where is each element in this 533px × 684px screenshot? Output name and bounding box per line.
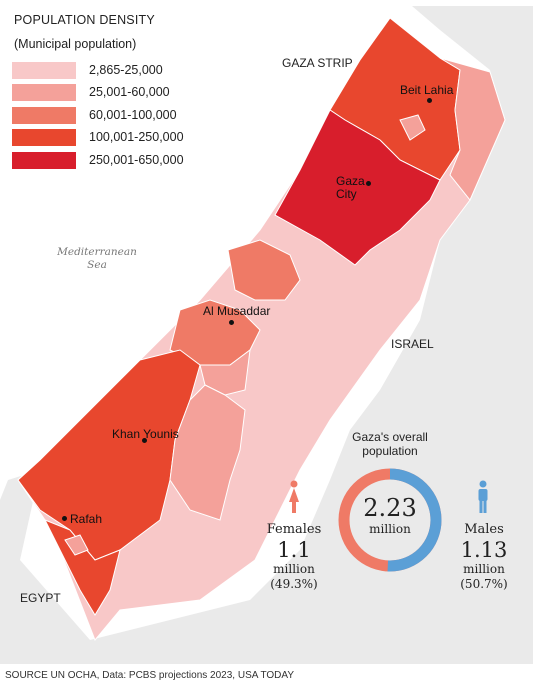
females-stat: Females 1.1 million (49.3%) bbox=[258, 522, 330, 592]
city-marker bbox=[62, 516, 67, 521]
city-marker bbox=[142, 438, 147, 443]
legend-swatch bbox=[12, 151, 76, 169]
land-area bbox=[0, 6, 533, 664]
city-marker bbox=[427, 98, 432, 103]
region-rafah-patch bbox=[64, 534, 89, 556]
donut-total: 2.23 million bbox=[345, 494, 435, 536]
city-label-rafah: Rafah bbox=[70, 512, 103, 526]
region-northeast bbox=[439, 57, 506, 201]
females-value: 1.1 bbox=[277, 538, 311, 562]
legend-subtitle: (Municipal population) bbox=[14, 37, 137, 51]
sea-label-line: Mediterranean bbox=[57, 246, 137, 258]
donut-male-segment bbox=[338, 468, 442, 572]
legend-swatch bbox=[12, 128, 76, 146]
population-title-line: population bbox=[362, 444, 418, 458]
legend-title: POPULATION DENSITY bbox=[14, 13, 155, 27]
legend-label: 2,865-25,000 bbox=[89, 63, 163, 77]
region-khan-younis-east bbox=[169, 384, 246, 521]
legend-swatch bbox=[12, 106, 76, 124]
population-title-line: Gaza's overall bbox=[352, 430, 428, 444]
legend-label: 250,001-650,000 bbox=[89, 153, 184, 167]
legend-swatch bbox=[12, 83, 76, 101]
females-unit: million bbox=[273, 562, 315, 576]
female-person-icon bbox=[289, 480, 299, 513]
sea-label: Mediterranean Sea bbox=[52, 246, 142, 272]
city-label-beit-lahia: Beit Lahia bbox=[400, 83, 454, 97]
city-label-line: Gaza bbox=[336, 174, 365, 188]
population-title: Gaza's overall population bbox=[330, 430, 450, 458]
city-label-line: City bbox=[336, 187, 357, 201]
legend-item: 25,001-60,000 bbox=[12, 83, 170, 101]
males-percent: (50.7%) bbox=[460, 577, 508, 591]
region-gaza-city bbox=[274, 109, 441, 266]
legend-label: 25,001-60,000 bbox=[89, 85, 170, 99]
males-unit: million bbox=[463, 562, 505, 576]
legend-item: 60,001-100,000 bbox=[12, 106, 177, 124]
region-middle-north bbox=[227, 239, 301, 301]
male-person-icon bbox=[478, 480, 488, 513]
city-marker bbox=[366, 181, 371, 186]
females-label: Females bbox=[266, 522, 322, 537]
males-label: Males bbox=[464, 522, 504, 537]
legend-item: 2,865-25,000 bbox=[12, 61, 163, 79]
israel-label: ISRAEL bbox=[391, 337, 434, 351]
region-khan-younis bbox=[17, 349, 201, 561]
city-label-khan-younis: Khan Younis bbox=[112, 427, 179, 441]
females-percent: (49.3%) bbox=[270, 577, 318, 591]
city-label-al-musaddar: Al Musaddar bbox=[203, 304, 271, 318]
males-stat: Males 1.13 million (50.7%) bbox=[448, 522, 520, 592]
population-donut bbox=[338, 468, 442, 572]
city-label-gaza-city: Gaza City bbox=[336, 175, 365, 201]
legend-label: 100,001-250,000 bbox=[89, 130, 184, 144]
legend-item: 100,001-250,000 bbox=[12, 128, 184, 146]
total-unit: million bbox=[369, 522, 411, 536]
total-value: 2.23 bbox=[363, 494, 417, 522]
egypt-label: EGYPT bbox=[20, 591, 61, 605]
legend-item: 250,001-650,000 bbox=[12, 151, 184, 169]
city-marker bbox=[229, 320, 234, 325]
legend-label: 60,001-100,000 bbox=[89, 108, 177, 122]
males-value: 1.13 bbox=[460, 538, 508, 562]
gaza-strip-label: GAZA STRIP bbox=[282, 56, 353, 70]
legend-swatch bbox=[12, 61, 76, 79]
source-credit: SOURCE UN OCHA, Data: PCBS projections 2… bbox=[5, 670, 294, 681]
region-north-patch bbox=[399, 114, 426, 141]
sea-label-line: Sea bbox=[87, 259, 107, 271]
